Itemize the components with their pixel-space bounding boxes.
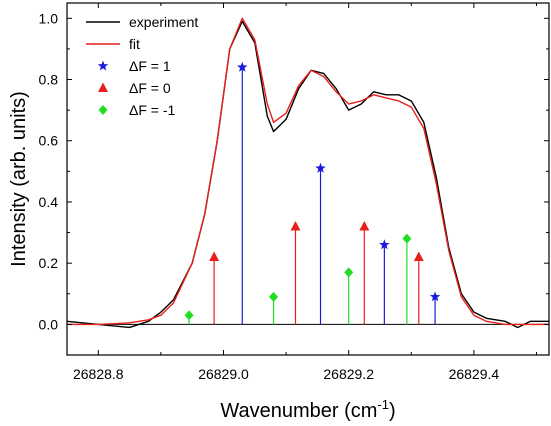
y-tick-label: 1.0 xyxy=(39,10,59,26)
legend-item: ΔF = 0 xyxy=(98,80,171,96)
stem-marker-diamond xyxy=(402,233,412,244)
x-tick-label: 26828.8 xyxy=(73,366,124,382)
x-tick-label: 26829.4 xyxy=(449,366,500,382)
y-axis-label: Intensity (arb. units) xyxy=(8,91,30,267)
chart-marks xyxy=(67,17,549,329)
plot-frame xyxy=(66,2,550,356)
stem-marker-triangle xyxy=(209,251,220,262)
legend-item: experiment xyxy=(86,14,198,30)
y-tick-label: 0.0 xyxy=(39,316,59,332)
fit-curve xyxy=(67,17,549,326)
legend-label: ΔF = 1 xyxy=(129,58,171,74)
y-tick-label: 0.8 xyxy=(39,72,59,88)
legend-item: fit xyxy=(86,36,140,52)
y-tick-label: 0.2 xyxy=(39,255,59,271)
stem-marker-triangle xyxy=(413,251,424,262)
stem-marker-triangle xyxy=(359,220,370,231)
legend-swatch-marker xyxy=(97,60,109,71)
stem-marker-diamond xyxy=(269,291,279,302)
stem-marker-diamond xyxy=(344,267,354,278)
x-axis-label: Wavenumber (cm-1) xyxy=(220,397,395,422)
stem-marker-star xyxy=(429,291,441,302)
legend-item: ΔF = 1 xyxy=(97,58,171,74)
stem-marker-star xyxy=(237,61,248,72)
stem-marker-star xyxy=(315,162,326,173)
y-tick-label: 0.4 xyxy=(39,194,59,210)
stem-marker-diamond xyxy=(184,310,194,321)
legend-swatch-marker xyxy=(98,105,108,115)
x-axis-label-end: ) xyxy=(389,400,396,422)
legend: experiment fit ΔF = 1 ΔF = 0 ΔF = -1 xyxy=(86,14,198,118)
x-tick-label: 26829.2 xyxy=(323,366,374,382)
legend-label: ΔF = -1 xyxy=(129,102,176,118)
legend-label: experiment xyxy=(129,14,198,30)
x-axis-label-text: Wavenumber (cm xyxy=(220,400,377,422)
legend-item: ΔF = -1 xyxy=(98,102,176,118)
y-tick-label: 0.6 xyxy=(39,133,59,149)
stem-marker-triangle xyxy=(290,220,301,231)
legend-label: fit xyxy=(129,36,140,52)
legend-swatch-marker xyxy=(98,82,108,92)
x-tick-label: 26829.0 xyxy=(198,366,249,382)
stem-marker-star xyxy=(379,239,390,250)
legend-label: ΔF = 0 xyxy=(129,80,171,96)
chart-axes: 26828.8 26829.0 26829.2 26829.4 0.0 0.2 0.4 0.6… xyxy=(39,2,550,382)
x-axis-label-superscript: -1 xyxy=(377,397,389,412)
